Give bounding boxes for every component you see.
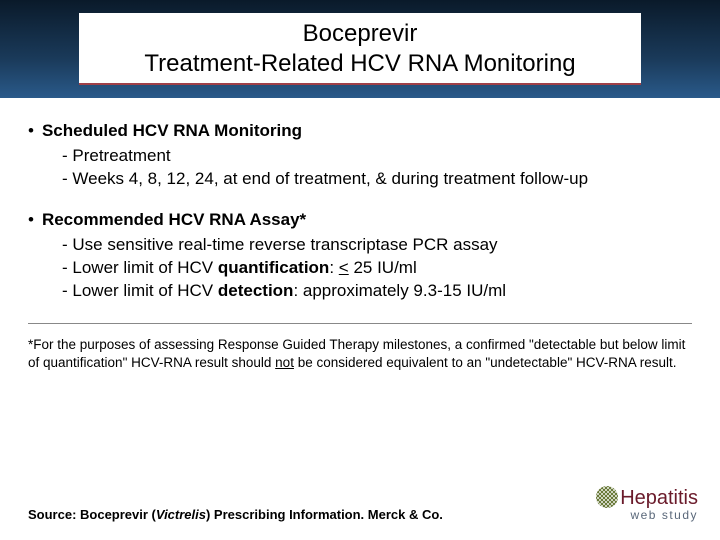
bullet-1-heading: Scheduled HCV RNA Monitoring (42, 120, 302, 143)
hepatitis-logo: Hepatitis web study (596, 486, 698, 522)
text-span: -15 IU/ml (437, 281, 506, 300)
bold-span: quantification (218, 258, 329, 277)
source-italic: Victrelis (156, 507, 206, 522)
bold-span: detection (218, 281, 294, 300)
bullet-1-line-2: - Weeks 4, 8, 12, 24, at end of treatmen… (62, 168, 692, 191)
title-line-1: Boceprevir (99, 19, 621, 49)
source-pre: Source: Boceprevir ( (28, 507, 156, 522)
bullet-2: • Recommended HCV RNA Assay* (28, 209, 692, 232)
text-span: - Use sensitive real-time reverse transc… (62, 235, 498, 254)
bullet-marker: • (28, 209, 34, 232)
slide-header: Boceprevir Treatment-Related HCV RNA Mon… (0, 0, 720, 98)
text-span: : (329, 258, 338, 277)
logo-title: Hepatitis (620, 487, 698, 509)
title-box: Boceprevir Treatment-Related HCV RNA Mon… (79, 13, 641, 85)
content-area: • Scheduled HCV RNA Monitoring - Pretrea… (0, 98, 720, 303)
footnote: *For the purposes of assessing Response … (0, 324, 720, 372)
footer: Source: Boceprevir (Victrelis) Prescribi… (0, 486, 720, 522)
globe-dots-icon (596, 486, 618, 508)
bullet-2-heading: Recommended HCV RNA Assay* (42, 209, 306, 232)
text-span: - Lower limit of HCV (62, 258, 218, 277)
footnote-post: be considered equivalent to an "undetect… (294, 355, 677, 370)
bullet-1-line-1: - Pretreatment (62, 145, 692, 168)
logo-subtitle: web study (596, 508, 698, 522)
logo-title-row: Hepatitis (596, 486, 698, 510)
text-span: - Lower limit of HCV (62, 281, 218, 300)
bullet-1: • Scheduled HCV RNA Monitoring (28, 120, 692, 143)
title-line-2: Treatment-Related HCV RNA Monitoring (99, 49, 621, 79)
bullet-marker: • (28, 120, 34, 143)
bullet-2-line-2: - Lower limit of HCV quantification: < 2… (62, 257, 692, 280)
bullet-2-line-3: - Lower limit of HCV detection: approxim… (62, 280, 692, 303)
source-post: ) Prescribing Information. Merck & Co. (206, 507, 443, 522)
text-span: : approximately 9.3 (293, 281, 437, 300)
bullet-2-line-1: - Use sensitive real-time reverse transc… (62, 234, 692, 257)
text-span: 25 IU/ml (349, 258, 417, 277)
footnote-underlined: not (275, 355, 294, 370)
underline-span: < (339, 258, 349, 277)
source-citation: Source: Boceprevir (Victrelis) Prescribi… (28, 507, 443, 522)
